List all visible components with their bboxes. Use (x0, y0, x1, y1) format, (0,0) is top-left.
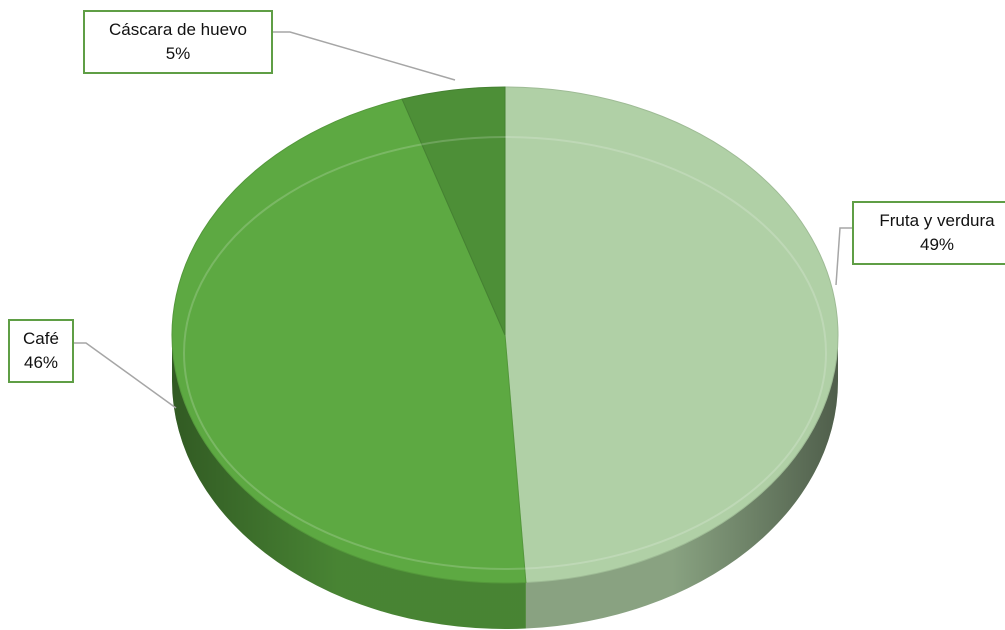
slice-label-cascara-de-huevo: Cáscara de huevo (109, 20, 247, 39)
slice-label-fruta-y-verdura: Fruta y verdura (879, 211, 995, 230)
slice-value-fruta-y-verdura: 49% (919, 235, 955, 254)
side-wall-shade (172, 335, 838, 629)
callout-cafe: Café 46% (8, 319, 74, 383)
leader-cascara-de-huevo (273, 31, 456, 81)
pie-slices (171, 86, 839, 584)
leader-fruta-y-verdura (835, 227, 852, 286)
callout-cascara-de-huevo: Cáscara de huevo 5% (83, 10, 273, 74)
leader-cafe (74, 342, 177, 409)
leader-lines (74, 31, 852, 409)
slice-fruta-y-verdura (504, 86, 839, 584)
slice-label-cafe: Café (23, 329, 59, 348)
slice-value-cascara-de-huevo: 5% (165, 44, 191, 63)
pie-rim-highlight (183, 136, 827, 570)
callout-fruta-y-verdura: Fruta y verdura 49% (852, 201, 1005, 265)
pie-side-shading (172, 335, 838, 629)
slice-cafe (171, 98, 527, 584)
slice-cascara-de-huevo (401, 86, 506, 336)
slice-value-cafe: 46% (23, 353, 59, 372)
